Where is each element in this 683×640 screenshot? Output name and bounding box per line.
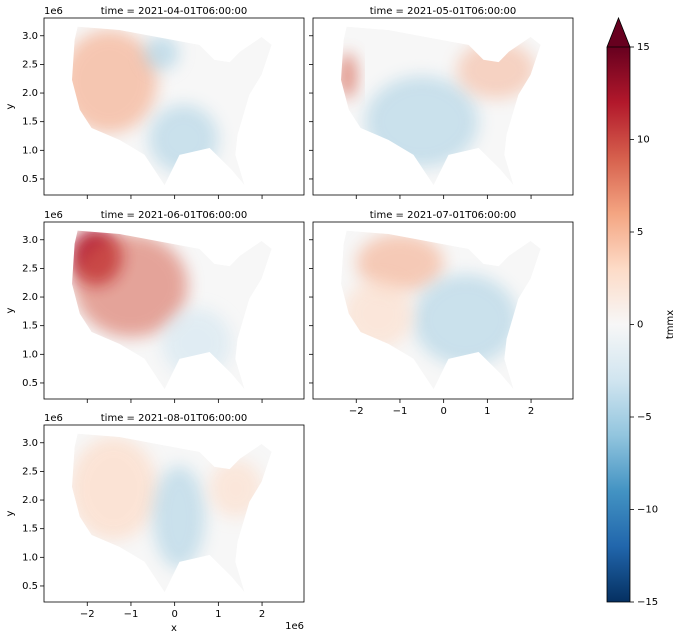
map-shading bbox=[161, 308, 232, 378]
y-tick-label: 3.0 bbox=[22, 438, 38, 449]
colorbar-tick-label: −15 bbox=[637, 597, 658, 608]
panel-title: time = 2021-04-01T06:00:00 bbox=[101, 6, 247, 17]
map bbox=[341, 26, 541, 186]
panel-title: time = 2021-08-01T06:00:00 bbox=[101, 413, 247, 424]
map-shading bbox=[343, 279, 414, 349]
y-tick-label: 2.0 bbox=[22, 88, 38, 99]
y-tick-label: 1.0 bbox=[22, 349, 38, 360]
map bbox=[72, 433, 272, 593]
y-tick-label: 0.5 bbox=[22, 378, 38, 389]
map bbox=[72, 26, 272, 186]
y-tick-label: 2.5 bbox=[22, 263, 38, 274]
x-axis-label: x bbox=[171, 623, 177, 634]
colorbar: −15 −10 −5 0 5 10 15 tmmx bbox=[606, 16, 676, 608]
map bbox=[341, 230, 541, 390]
panel-title: time = 2021-07-01T06:00:00 bbox=[370, 210, 516, 221]
panel-title: time = 2021-06-01T06:00:00 bbox=[101, 210, 247, 221]
map-shading bbox=[72, 437, 158, 541]
map-shading bbox=[152, 465, 206, 569]
y-tick-label: 2.0 bbox=[22, 495, 38, 506]
x-tick-label: 1 bbox=[484, 406, 490, 417]
panel: time = 2021-05-01T06:00:00 bbox=[309, 6, 574, 199]
panel: time = 2021-08-01T06:00:00 −2 −1 0 1 2 0.5 1.0 1… bbox=[5, 413, 305, 634]
y-tick-label: 3.0 bbox=[22, 31, 38, 42]
y-tick-label: 2.0 bbox=[22, 292, 38, 303]
colorbar-tick-label: −10 bbox=[637, 505, 658, 516]
x-tick-label: 0 bbox=[171, 609, 177, 620]
y-offset-label: 1e6 bbox=[44, 413, 63, 424]
map-shading bbox=[456, 41, 536, 99]
y-tick-label: 1.0 bbox=[22, 145, 38, 156]
map-shading bbox=[148, 104, 219, 174]
map-shading bbox=[72, 30, 158, 134]
y-tick-label: 2.5 bbox=[22, 59, 38, 70]
y-tick-label: 0.5 bbox=[22, 581, 38, 592]
map-shading bbox=[74, 234, 188, 338]
panel-frame bbox=[43, 424, 305, 603]
colorbar-gradient bbox=[607, 47, 630, 602]
panel-title: time = 2021-05-01T06:00:00 bbox=[370, 6, 516, 17]
colorbar-tick-label: 10 bbox=[637, 135, 650, 146]
colorbar-tick-label: 5 bbox=[637, 227, 643, 238]
map-shading bbox=[209, 459, 263, 518]
panel: time = 2021-04-01T06:00:00 0.5 1.0 1.5 2.0 2.… bbox=[5, 6, 305, 199]
x-offset-label: 1e6 bbox=[285, 621, 304, 632]
y-axis-label: y bbox=[5, 307, 16, 313]
colorbar-tick-label: −5 bbox=[637, 412, 652, 423]
x-tick-label: 2 bbox=[528, 406, 534, 417]
x-tick-label: −1 bbox=[393, 406, 408, 417]
panel: time = 2021-07-01T06:00:00 −2 −1 0 1 2 bbox=[309, 210, 574, 417]
x-tick-label: −2 bbox=[349, 406, 364, 417]
map bbox=[72, 230, 272, 390]
y-tick-label: 1.5 bbox=[22, 524, 38, 535]
y-tick-label: 1.5 bbox=[22, 117, 38, 128]
panel-frame bbox=[312, 17, 574, 196]
x-tick-label: −2 bbox=[80, 609, 95, 620]
x-tick-label: 1 bbox=[215, 609, 221, 620]
y-axis-label: y bbox=[5, 510, 16, 516]
panel-frame bbox=[43, 221, 305, 400]
panel-frame bbox=[43, 17, 305, 196]
panel-frame bbox=[312, 221, 574, 400]
map-shading bbox=[413, 274, 518, 366]
y-tick-label: 2.5 bbox=[22, 466, 38, 477]
colorbar-tick-label: 0 bbox=[637, 320, 643, 331]
map-shading bbox=[341, 52, 357, 99]
colorbar-extend bbox=[606, 16, 631, 48]
y-offset-label: 1e6 bbox=[44, 210, 63, 221]
y-tick-label: 1.5 bbox=[22, 321, 38, 332]
panel: time = 2021-06-01T06:00:00 0.5 1.0 1.5 2.0 2.… bbox=[5, 210, 305, 403]
y-offset-label: 1e6 bbox=[44, 6, 63, 17]
colorbar-label: tmmx bbox=[665, 310, 676, 339]
y-axis-label: y bbox=[5, 103, 16, 109]
colorbar-tick-label: 15 bbox=[637, 42, 650, 53]
map-shading bbox=[144, 35, 180, 71]
x-tick-label: −1 bbox=[124, 609, 139, 620]
y-tick-label: 0.5 bbox=[22, 174, 38, 185]
x-tick-label: 2 bbox=[259, 609, 265, 620]
map-shading bbox=[365, 75, 479, 168]
x-tick-label: 0 bbox=[440, 406, 446, 417]
y-tick-label: 1.0 bbox=[22, 552, 38, 563]
y-tick-label: 3.0 bbox=[22, 235, 38, 246]
map-shading bbox=[356, 234, 444, 292]
